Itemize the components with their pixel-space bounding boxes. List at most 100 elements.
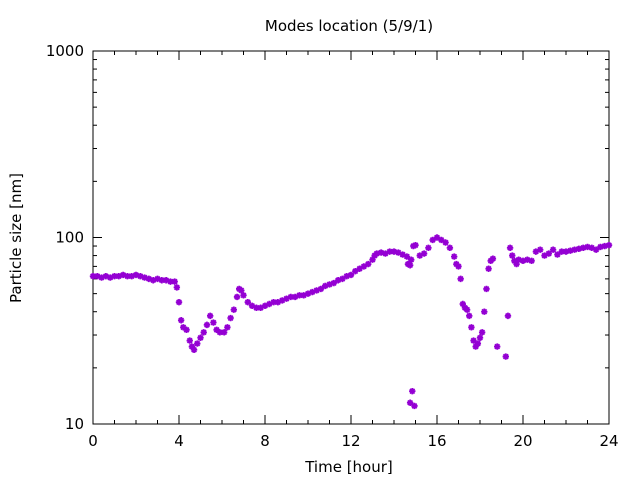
data-point (210, 319, 217, 326)
data-point (601, 242, 608, 250)
data-point (145, 275, 153, 283)
data-point (580, 244, 587, 252)
x-tick-label: 16 (427, 432, 446, 450)
data-point (149, 277, 157, 284)
data-point (304, 290, 312, 297)
data-point (588, 244, 595, 252)
data-point (478, 329, 486, 336)
data-point (541, 252, 548, 259)
data-point (506, 244, 514, 252)
data-point (171, 278, 178, 285)
x-tick-label: 4 (174, 432, 184, 450)
data-point (167, 278, 174, 285)
data-point (132, 271, 140, 279)
data-point (274, 298, 282, 306)
data-point (481, 308, 488, 315)
data-point (597, 243, 604, 251)
data-point (233, 293, 241, 301)
x-tick-label: 24 (599, 432, 618, 450)
data-point (532, 248, 540, 255)
data-point (457, 275, 464, 283)
data-point (549, 246, 557, 253)
data-point (403, 253, 411, 260)
data-point (175, 298, 183, 306)
data-point (173, 284, 181, 291)
data-point (158, 277, 166, 284)
data-point (504, 312, 512, 320)
y-axis-ticks: 10 100 1000 (46, 42, 609, 433)
y-tick-label: 1000 (46, 42, 84, 60)
data-point (420, 250, 428, 257)
data-point (291, 293, 299, 301)
y-tick-label: 100 (55, 229, 84, 247)
data-point (373, 250, 380, 257)
data-point (220, 329, 228, 336)
data-point (162, 277, 170, 284)
data-point (197, 334, 204, 341)
data-point (326, 281, 333, 288)
data-point (545, 250, 552, 257)
data-point (412, 241, 419, 249)
x-tick-label: 12 (341, 432, 360, 450)
x-tick-label: 20 (513, 432, 532, 450)
data-point (224, 324, 231, 331)
data-point (347, 271, 355, 279)
data-point (309, 288, 316, 296)
data-point (470, 337, 477, 344)
data-point (429, 236, 436, 244)
data-point (356, 265, 363, 272)
data-point (489, 255, 497, 262)
data-point (257, 304, 264, 311)
data-point (238, 287, 245, 294)
data-point (386, 248, 393, 255)
data-point (343, 273, 350, 280)
data-point (248, 302, 256, 310)
data-point (154, 275, 161, 283)
data-point (463, 306, 471, 313)
data-point (119, 271, 127, 279)
data-point (567, 247, 574, 254)
data-point (270, 298, 277, 306)
data-point (206, 312, 214, 320)
data-point (524, 256, 531, 263)
data-point (584, 243, 591, 251)
data-point (240, 292, 247, 299)
data-point (300, 292, 307, 299)
data-point (94, 273, 101, 280)
data-point (382, 250, 389, 257)
data-point (411, 402, 418, 410)
data-point (190, 346, 198, 353)
data-point (230, 306, 238, 313)
x-tick-label: 0 (88, 432, 98, 450)
data-point (562, 248, 570, 255)
data-point (575, 245, 583, 252)
y-axis-label: Particle size [nm] (7, 173, 25, 303)
data-point (483, 285, 490, 293)
data-point (408, 256, 415, 263)
data-point (502, 353, 509, 360)
data-point (537, 246, 544, 253)
data-point (177, 317, 185, 324)
data-point (141, 274, 148, 281)
data-point (395, 249, 402, 256)
data-point (442, 239, 449, 246)
data-point (339, 275, 346, 283)
data-point (244, 298, 252, 306)
data-point (102, 273, 110, 280)
data-point (474, 340, 482, 347)
data-point (261, 302, 269, 310)
data-point (605, 241, 613, 249)
data-point (476, 334, 484, 341)
data-point (425, 244, 432, 252)
data-point (455, 263, 462, 270)
data-points (89, 234, 613, 410)
y-tick-label: 10 (65, 415, 84, 433)
data-point (592, 246, 600, 253)
x-axis-ticks: 0 4 8 12 16 20 24 (88, 51, 619, 450)
data-point (115, 273, 123, 280)
data-point (433, 234, 441, 241)
data-point (494, 343, 501, 350)
data-point (451, 253, 458, 260)
data-point (571, 246, 578, 253)
data-point (554, 251, 561, 258)
